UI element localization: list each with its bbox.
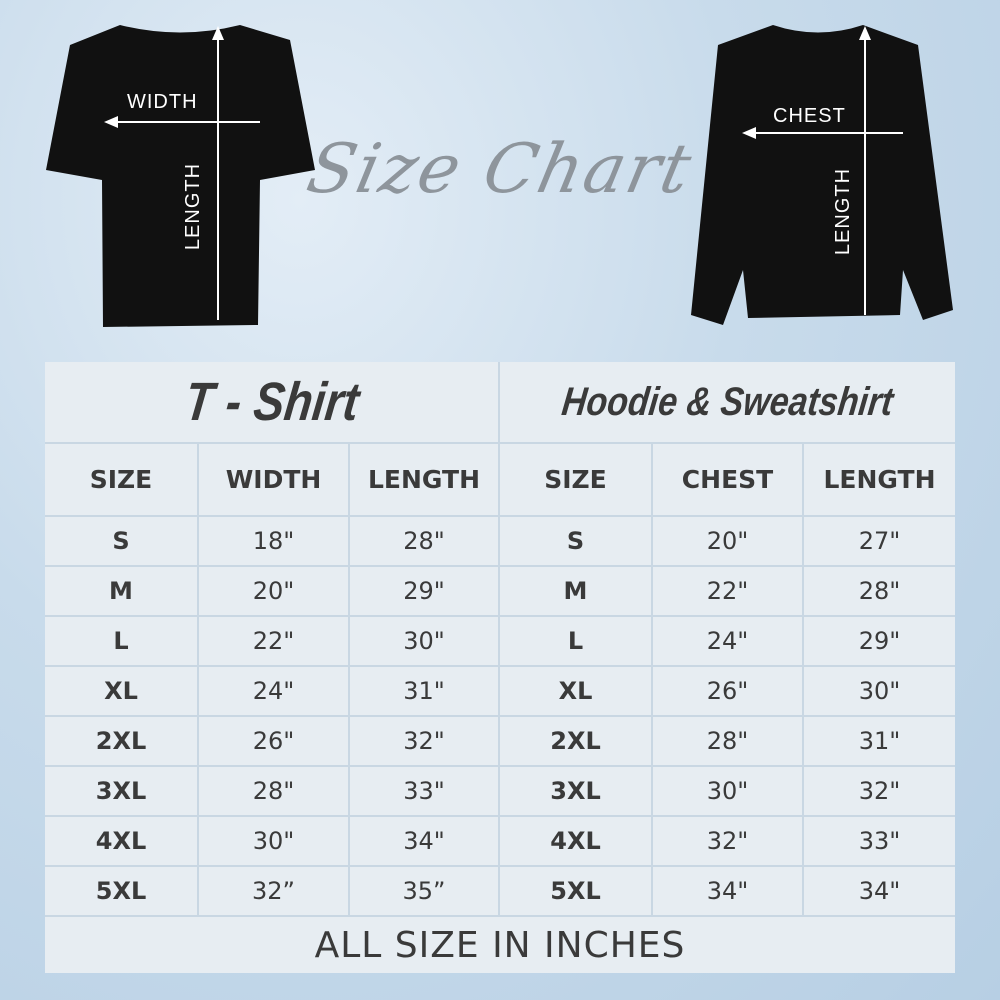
column-header: SIZE [45,444,197,515]
table-cell: 29" [350,567,498,615]
tshirt-image [46,25,315,327]
table-cell: 34" [350,817,498,865]
table-cell: 30" [350,617,498,665]
table-cell: 4XL [500,817,651,865]
table-cell: 28" [653,717,802,765]
hoodie-header: Hoodie & Sweatshirt [500,362,955,442]
footer-note: ALL SIZE IN INCHES [45,917,955,973]
table-cell: 4XL [45,817,197,865]
column-header: CHEST [653,444,802,515]
table-cell: 31" [804,717,955,765]
table-cell: 34" [653,867,802,915]
table-cell: L [500,617,651,665]
table-cell: 35” [350,867,498,915]
size-table: T - Shirt Hoodie & Sweatshirt SIZE WIDTH L… [45,362,955,973]
width-label: WIDTH [127,91,198,113]
table-cell: 27" [804,517,955,565]
table-cell: S [500,517,651,565]
tshirt-length-label: LENGTH [182,162,205,251]
table-cell: 28" [199,767,348,815]
table-cell: 3XL [500,767,651,815]
page-title: Size Chart [300,130,700,209]
table-cell: 18" [199,517,348,565]
table-cell: 34" [804,867,955,915]
table-cell: 30" [199,817,348,865]
table-cell: 2XL [45,717,197,765]
column-header: SIZE [500,444,651,515]
table-cell: XL [45,667,197,715]
column-header: WIDTH [199,444,348,515]
table-cell: 24" [653,617,802,665]
column-header: LENGTH [350,444,498,515]
column-header: LENGTH [804,444,955,515]
table-cell: 22" [199,617,348,665]
table-cell: 5XL [45,867,197,915]
table-cell: 3XL [45,767,197,815]
table-cell: 20" [199,567,348,615]
table-cell: 5XL [500,867,651,915]
table-cell: 24" [199,667,348,715]
table-cell: 26" [653,667,802,715]
table-cell: 29" [804,617,955,665]
table-cell: M [500,567,651,615]
table-cell: 33" [350,767,498,815]
table-cell: 32" [653,817,802,865]
sweatshirt-image [691,25,953,325]
table-cell: 2XL [500,717,651,765]
table-cell: 32" [350,717,498,765]
table-cell: 22" [653,567,802,615]
table-cell: S [45,517,197,565]
tshirt-header: T - Shirt [45,362,498,442]
table-cell: 32" [804,767,955,815]
table-cell: 20" [653,517,802,565]
chest-label: CHEST [773,105,846,127]
table-cell: 28" [804,567,955,615]
table-cell: XL [500,667,651,715]
table-cell: 33" [804,817,955,865]
table-cell: 32” [199,867,348,915]
table-cell: L [45,617,197,665]
table-cell: 26" [199,717,348,765]
table-cell: 30" [804,667,955,715]
table-cell: M [45,567,197,615]
table-cell: 28" [350,517,498,565]
hoodie-length-label: LENGTH [832,167,855,256]
table-cell: 31" [350,667,498,715]
table-cell: 30" [653,767,802,815]
